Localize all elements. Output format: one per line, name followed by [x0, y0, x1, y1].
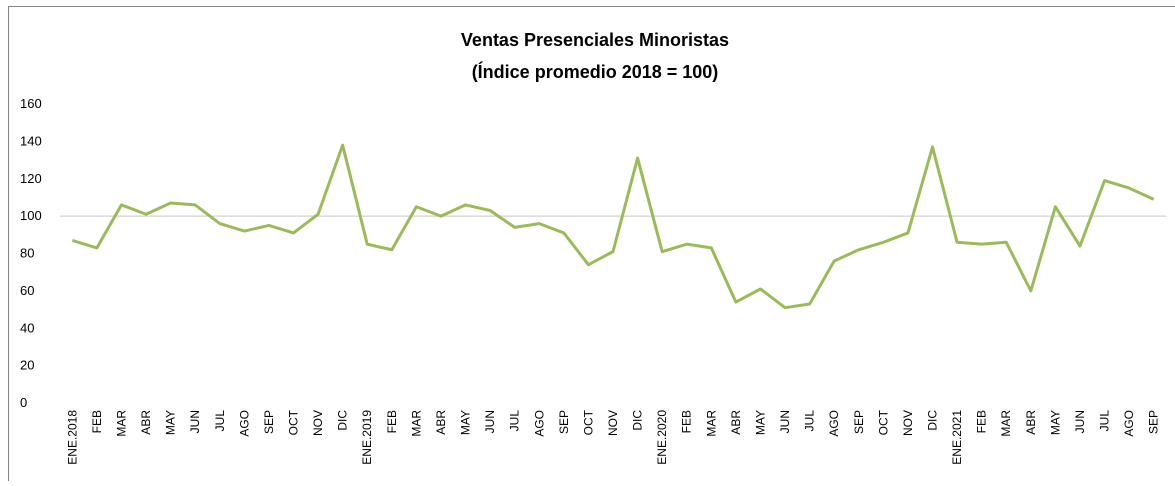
x-tick-label: MAY [164, 410, 178, 435]
y-tick-label: 100 [20, 208, 42, 223]
x-tick-label: FEB [90, 410, 104, 433]
y-tick-label: 60 [20, 283, 34, 298]
x-tick-label: FEB [385, 410, 399, 433]
x-tick-label: DIC [336, 410, 350, 431]
x-tick-label: ENE.2019 [360, 410, 374, 465]
x-tick-label: MAR [999, 410, 1013, 437]
x-tick-label: MAR [114, 410, 128, 437]
x-tick-label: ENE.2021 [950, 410, 964, 465]
x-tick-label: FEB [975, 410, 989, 433]
x-tick-label: JUL [508, 410, 522, 432]
chart-title: Ventas Presenciales Minoristas [461, 30, 729, 50]
x-tick-label: OCT [286, 409, 300, 435]
x-tick-label: JUN [188, 410, 202, 433]
x-tick-label: MAR [409, 410, 423, 437]
x-tick-label: JUN [483, 410, 497, 433]
x-tick-label: AGO [237, 410, 251, 437]
x-tick-label: OCT [581, 409, 595, 435]
x-tick-label: AGO [532, 410, 546, 437]
x-tick-label: ENE.2020 [655, 410, 669, 465]
x-tick-label: JUN [1073, 410, 1087, 433]
x-tick-label: JUN [778, 410, 792, 433]
x-tick-label: ABR [729, 410, 743, 435]
y-tick-label: 140 [20, 133, 42, 148]
x-tick-label: ENE.2018 [65, 410, 79, 465]
x-tick-label: AGO [1122, 410, 1136, 437]
x-tick-label: NOV [901, 410, 915, 436]
x-tick-label: DIC [631, 410, 645, 431]
x-tick-label: ABR [434, 410, 448, 435]
x-tick-label: JUL [1098, 410, 1112, 432]
x-tick-label: SEP [262, 410, 276, 434]
x-tick-label: SEP [852, 410, 866, 434]
y-tick-label: 0 [20, 395, 27, 410]
x-tick-label: ABR [139, 410, 153, 435]
y-tick-label: 80 [20, 246, 34, 261]
x-tick-label: JUL [213, 410, 227, 432]
chart-subtitle: (Índice promedio 2018 = 100) [472, 61, 719, 82]
y-tick-label: 160 [20, 96, 42, 111]
x-tick-label: SEP [1147, 410, 1161, 434]
x-tick-label: MAY [1048, 410, 1062, 435]
x-tick-label: MAY [459, 410, 473, 435]
x-tick-label: MAY [753, 410, 767, 435]
x-tick-label: JUL [803, 410, 817, 432]
x-tick-label: FEB [680, 410, 694, 433]
x-tick-label: DIC [926, 410, 940, 431]
x-tick-label: NOV [606, 410, 620, 436]
y-tick-label: 120 [20, 171, 42, 186]
x-tick-label: ABR [1024, 410, 1038, 435]
x-tick-label: MAR [704, 410, 718, 437]
y-tick-label: 40 [20, 320, 34, 335]
y-tick-label: 20 [20, 358, 34, 373]
x-tick-label: AGO [827, 410, 841, 437]
x-tick-label: NOV [311, 410, 325, 436]
x-tick-label: OCT [876, 409, 890, 435]
x-tick-label: SEP [557, 410, 571, 434]
